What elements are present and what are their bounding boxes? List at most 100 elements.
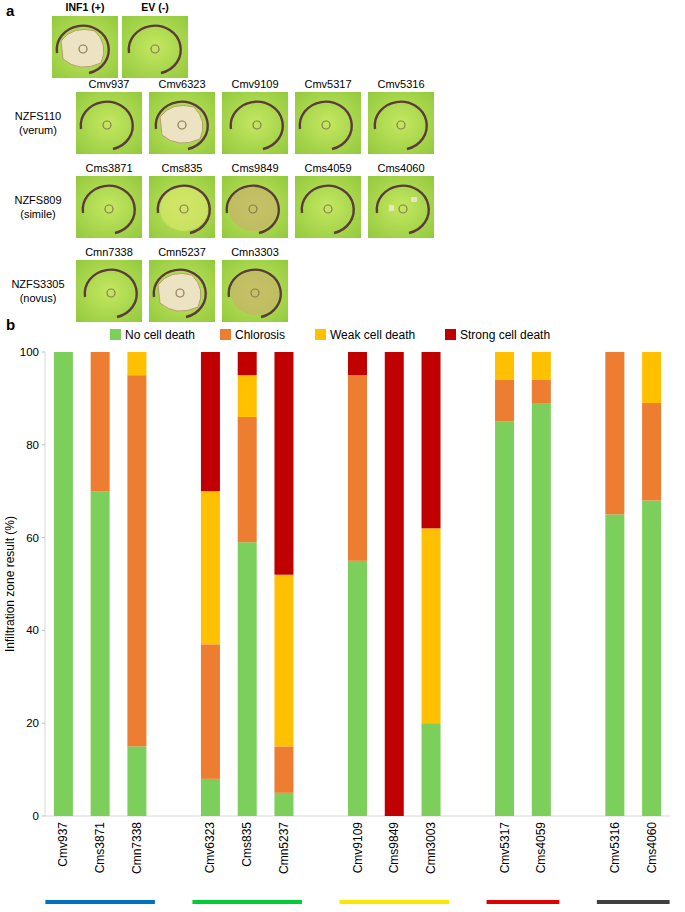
infiltration-point xyxy=(178,121,186,129)
bar-segment xyxy=(422,723,441,816)
bar-segment xyxy=(348,352,367,375)
bar-segment xyxy=(274,793,293,816)
infiltration-outline xyxy=(377,186,429,233)
effector-label: Cmn3303 xyxy=(231,246,279,258)
bar-segment xyxy=(422,352,441,528)
y-tick-label: 80 xyxy=(26,439,39,451)
leaf-background xyxy=(295,176,361,238)
x-tick-label: Cmv5316 xyxy=(608,822,622,874)
infiltration-point xyxy=(79,45,87,53)
y-tick-label: 20 xyxy=(26,717,39,729)
bar-segment xyxy=(201,491,220,644)
infiltration-point xyxy=(176,289,184,297)
legend-label: Strong cell death xyxy=(460,328,550,342)
x-tick-label: Cmn7338 xyxy=(130,822,144,874)
x-tick-label: Cmv9109 xyxy=(351,822,365,874)
leaf-tile xyxy=(149,176,215,238)
bar-segment xyxy=(238,375,257,417)
leaf-background xyxy=(76,176,142,238)
effector-label: Cms9849 xyxy=(231,162,278,174)
bar-segment xyxy=(532,352,551,353)
legend-label: No cell death xyxy=(125,328,195,342)
bar-segment xyxy=(605,352,624,353)
bar-segment xyxy=(127,352,146,353)
y-tick xyxy=(42,816,45,817)
figure: abINF1 (+)EV (-)NZFS110(verum)Cmv937Cmv6… xyxy=(0,0,685,912)
bar-segment xyxy=(532,403,551,816)
bar-segment xyxy=(642,403,661,500)
leaf-tile xyxy=(149,260,215,322)
legend-swatch xyxy=(220,329,231,340)
species-label: (verum) xyxy=(19,124,57,136)
bar-segment xyxy=(238,417,257,542)
effector-label: Cms4060 xyxy=(377,162,424,174)
strain-label: NZFS809 xyxy=(14,194,61,206)
bar-segment xyxy=(532,380,551,403)
effector-label: Cms835 xyxy=(162,162,203,174)
bar-segment xyxy=(127,352,146,375)
species-label: (novus) xyxy=(20,292,57,304)
species-label: (simile) xyxy=(20,208,55,220)
bar-segment xyxy=(127,746,146,816)
infiltration-outline xyxy=(154,270,206,317)
leaf-tile xyxy=(295,176,361,238)
x-tick-label: Cms4060 xyxy=(645,822,659,874)
bar-segment xyxy=(274,352,293,575)
infiltration-outline xyxy=(227,186,279,233)
group-underline xyxy=(340,900,450,904)
bar-segment xyxy=(54,352,73,353)
legend-swatch xyxy=(445,329,456,340)
leaf-background xyxy=(222,176,288,238)
leaf-tile xyxy=(222,260,288,322)
leaf-tile xyxy=(149,92,215,154)
necrosis-patch xyxy=(61,29,104,67)
y-tick xyxy=(42,537,45,538)
leaf-background xyxy=(76,260,142,322)
x-tick-label: Cms3871 xyxy=(93,822,107,874)
bar-segment xyxy=(605,514,624,816)
infiltration-outline xyxy=(85,270,137,317)
infiltration-outline xyxy=(57,26,109,73)
bar-segment xyxy=(274,575,293,747)
infiltration-outline xyxy=(83,186,135,233)
infiltration-point xyxy=(105,205,113,213)
effector-label: Cmn7338 xyxy=(85,246,133,258)
bar-segment xyxy=(201,779,220,816)
infiltration-point xyxy=(322,121,330,129)
bar-segment xyxy=(238,542,257,816)
y-axis-line xyxy=(45,352,46,816)
group-underline xyxy=(597,900,670,904)
x-tick-label: Cms4059 xyxy=(534,822,548,874)
group-underline xyxy=(45,900,155,904)
control-label: INF1 (+) xyxy=(66,1,105,13)
infiltration-outline xyxy=(300,102,352,149)
necrosis-patch xyxy=(158,273,201,311)
bar-segment xyxy=(495,422,514,816)
y-tick xyxy=(42,723,45,724)
x-tick-label: Cmv5317 xyxy=(498,822,512,874)
leaf-background xyxy=(368,176,434,238)
panel-label: a xyxy=(6,2,15,19)
y-tick xyxy=(42,444,45,445)
leaf-background xyxy=(149,260,215,322)
effector-label: Cms4059 xyxy=(304,162,351,174)
y-tick-label: 0 xyxy=(33,810,39,822)
bar-segment xyxy=(274,746,293,792)
bar-segment xyxy=(91,352,110,353)
legend-label: Weak cell death xyxy=(330,328,415,342)
bar-segment xyxy=(495,380,514,422)
leaf-tile xyxy=(222,176,288,238)
infiltration-point xyxy=(249,205,257,213)
leaf-tile xyxy=(222,92,288,154)
x-tick-label: Cmv937 xyxy=(56,822,70,867)
chlorosis-area xyxy=(160,187,208,231)
infiltration-point xyxy=(107,289,115,297)
effector-label: Cms3871 xyxy=(85,162,132,174)
leaf-background xyxy=(222,260,288,322)
infiltration-point xyxy=(324,205,332,213)
bar-segment xyxy=(201,644,220,779)
legend-label: Chlorosis xyxy=(235,328,285,342)
leaf-background xyxy=(222,92,288,154)
effector-label: Cmv937 xyxy=(89,78,130,90)
strain-label: NZFS110 xyxy=(15,110,61,122)
